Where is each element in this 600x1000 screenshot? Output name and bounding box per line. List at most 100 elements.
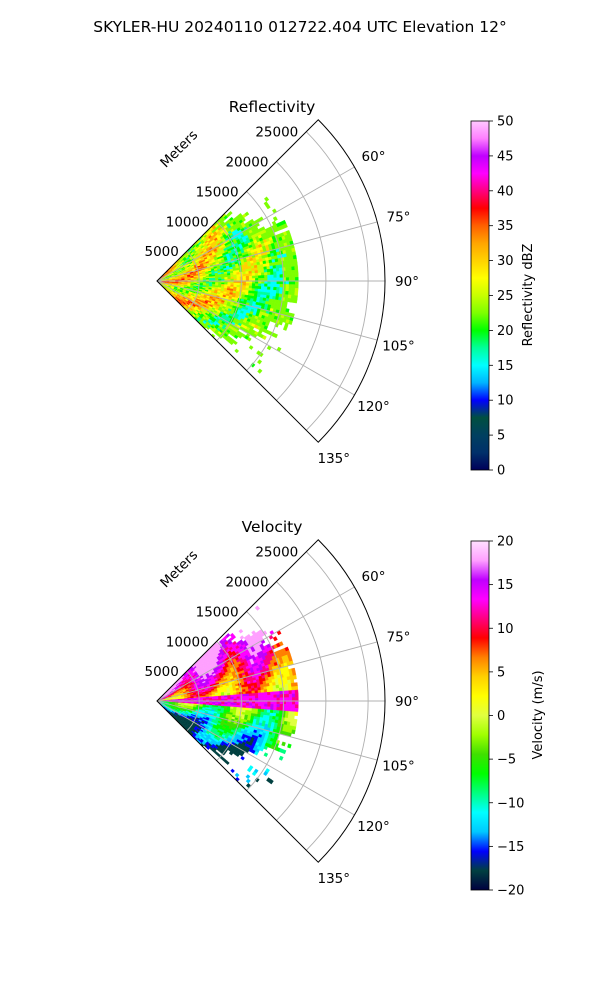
data-cell (291, 284, 296, 289)
data-cell (260, 272, 265, 276)
data-cell (288, 277, 293, 282)
data-cell (261, 695, 265, 699)
data-cell (248, 275, 253, 279)
data-cell (266, 289, 271, 294)
data-cell (230, 768, 235, 774)
angular-tick-label: 75° (387, 629, 411, 645)
data-cell (260, 692, 265, 696)
data-cell (276, 707, 281, 711)
data-cell (251, 273, 256, 277)
data-cell (248, 703, 253, 707)
data-cell (293, 295, 298, 300)
data-cell (279, 694, 284, 699)
data-cell (272, 688, 277, 693)
data-cell (288, 280, 293, 285)
data-cell (272, 289, 277, 294)
data-cell (285, 697, 290, 702)
data-cell (276, 694, 281, 699)
data-cell (285, 707, 290, 712)
data-cell (288, 320, 293, 325)
data-cell (270, 286, 274, 291)
data-cell (293, 262, 298, 267)
data-cell (273, 333, 278, 339)
data-cell (269, 265, 274, 270)
data-cell (281, 741, 286, 747)
data-cell (260, 706, 265, 710)
data-cell (257, 706, 262, 710)
data-cell (288, 700, 293, 705)
data-cell (248, 695, 253, 699)
data-cell (245, 285, 250, 289)
data-cell (292, 280, 296, 285)
data-cell (254, 275, 259, 279)
data-cell (250, 362, 256, 368)
data-cell (230, 274, 234, 278)
data-cell (251, 690, 256, 694)
data-cell (263, 272, 268, 276)
angular-tick-label: 75° (387, 209, 411, 225)
reflectivity-colorbar-tick-label: 45 (497, 149, 514, 164)
velocity-radial-axis-label: Meters (157, 547, 201, 591)
data-cell (262, 335, 267, 340)
data-cell (244, 211, 250, 217)
angular-tick-label: 135° (318, 451, 351, 467)
data-cell (269, 268, 274, 273)
data-cell (288, 707, 293, 712)
data-cell (279, 697, 284, 702)
radial-tick-label: 15000 (196, 184, 239, 200)
radial-tick-label: 20000 (225, 575, 268, 591)
data-cell (260, 286, 265, 290)
reflectivity-colorbar-tick-label: 35 (497, 219, 514, 234)
data-cell (209, 697, 213, 700)
data-cell (261, 283, 265, 287)
data-cell (230, 696, 235, 700)
data-cell (278, 687, 283, 692)
data-cell (283, 223, 288, 229)
data-cell (285, 686, 289, 692)
data-cell (242, 696, 247, 699)
data-cell (270, 271, 274, 276)
data-cell (275, 264, 280, 269)
data-cell (270, 274, 274, 279)
data-cell (285, 290, 289, 296)
data-cell (227, 696, 231, 700)
data-cell (221, 275, 225, 278)
data-cell (294, 277, 299, 282)
radial-tick-label: 25000 (255, 545, 298, 561)
data-cell (276, 697, 281, 702)
data-cell (285, 287, 290, 292)
data-cell (257, 269, 262, 274)
reflectivity-colorbar-tick-label: 15 (497, 359, 514, 374)
data-cell (254, 283, 259, 287)
data-cell (245, 703, 250, 707)
angular-gridline (156, 221, 378, 282)
data-cell (279, 274, 284, 279)
data-cell (245, 691, 250, 695)
data-cell (257, 359, 263, 365)
data-cell (293, 298, 298, 304)
velocity-colorbar-tick-label: −5 (497, 753, 516, 768)
data-cell (273, 694, 278, 699)
data-cell (248, 693, 253, 697)
angular-tick-label: 135° (318, 871, 351, 887)
reflectivity-title: Reflectivity (229, 98, 316, 116)
data-cell (267, 703, 271, 708)
data-cell (288, 686, 293, 691)
data-cell (285, 693, 290, 698)
radial-tick-label: 15000 (196, 604, 239, 620)
data-cell (245, 774, 251, 780)
data-cell (270, 283, 274, 288)
data-cell (242, 691, 247, 695)
data-cell (231, 634, 237, 640)
data-cell (294, 287, 299, 293)
data-cell (278, 267, 283, 272)
data-cell (285, 270, 290, 275)
data-cell (294, 704, 299, 709)
data-cell (258, 703, 262, 707)
data-cell (257, 272, 262, 276)
data-cell (242, 693, 247, 697)
data-cell (239, 635, 245, 640)
data-cell (257, 368, 263, 374)
data-cell (254, 272, 259, 277)
